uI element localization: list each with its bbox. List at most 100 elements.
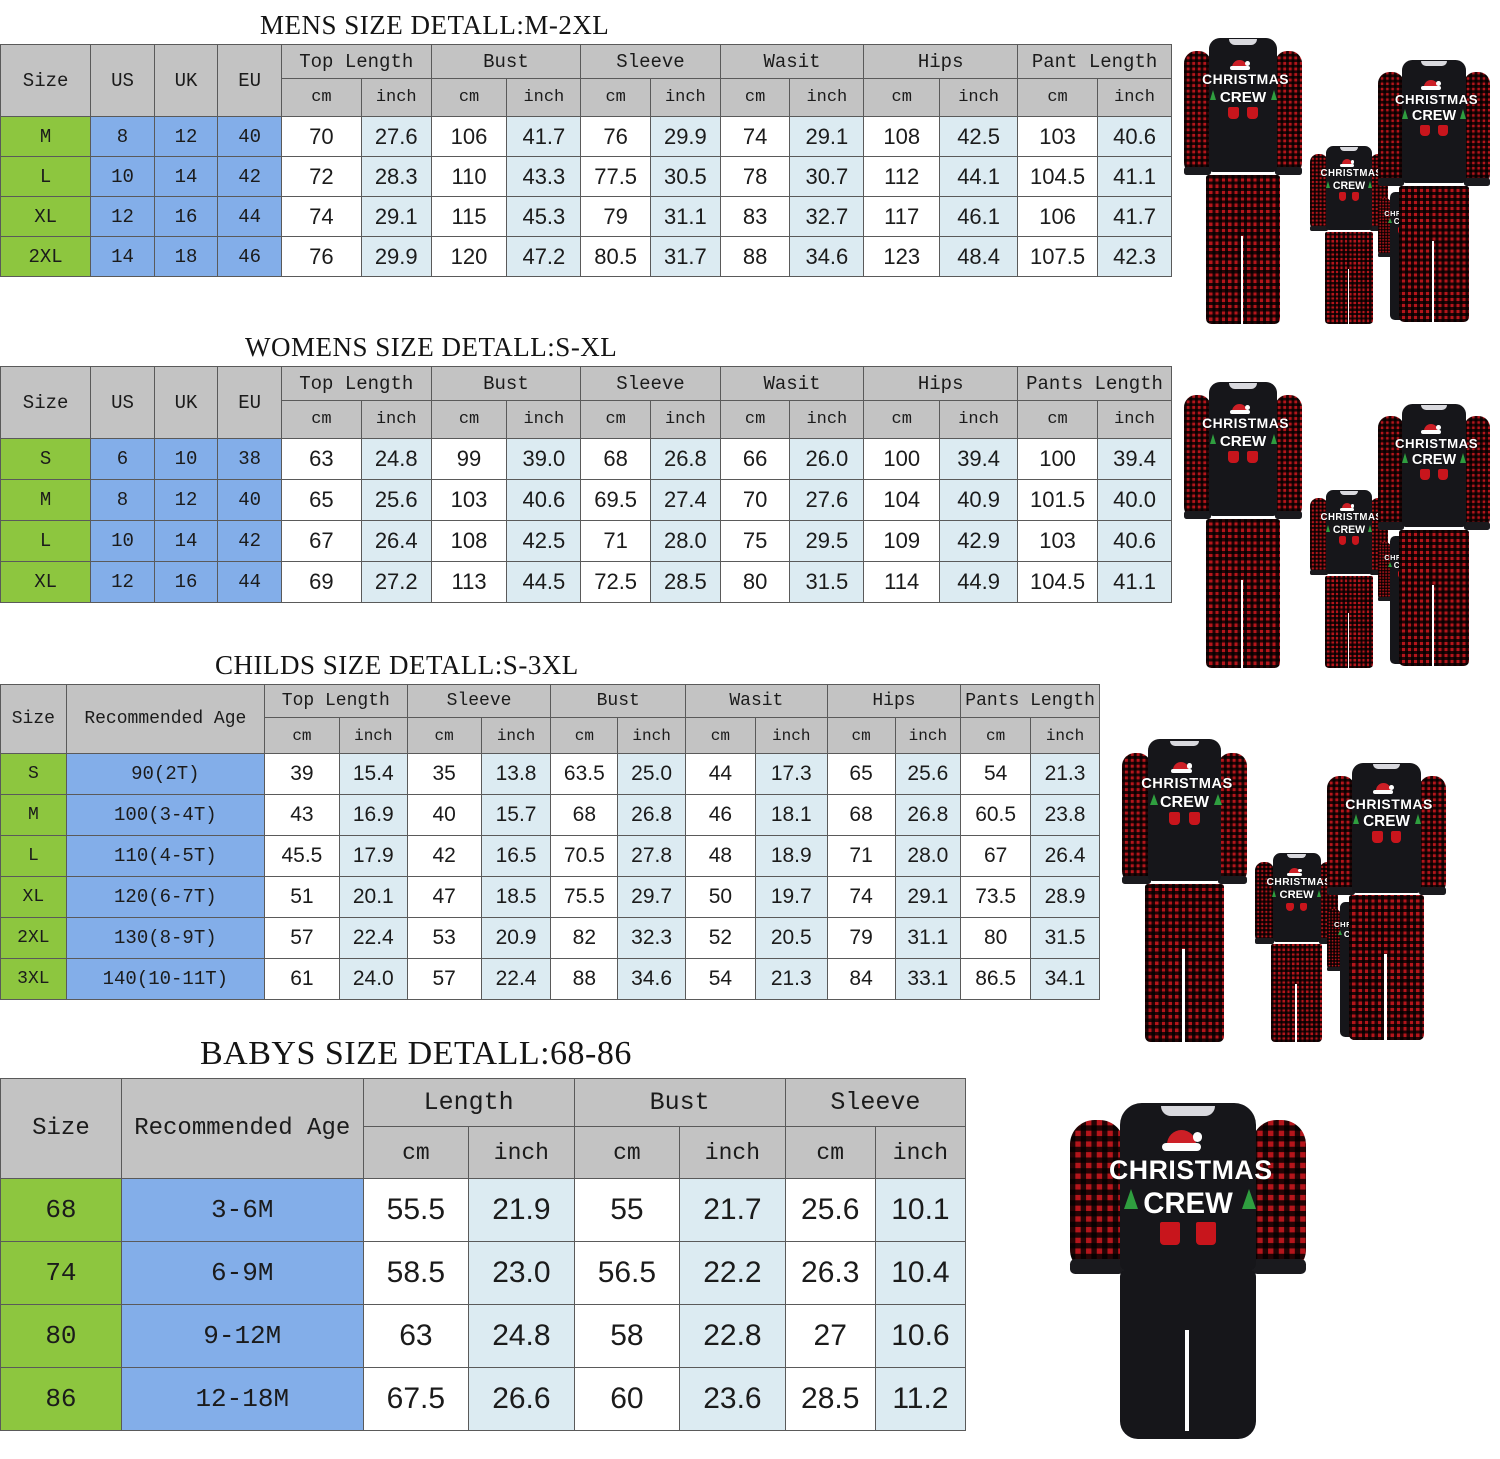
cell-measure: 41.1	[1097, 156, 1172, 197]
cell-measure: 51	[263, 876, 340, 918]
santa-hat-icon	[1339, 159, 1355, 168]
measure-group-bust: Bust	[430, 44, 582, 79]
elf-boot-icon	[1351, 192, 1360, 201]
garment-collar	[1287, 854, 1307, 859]
cell-measure: 20.1	[338, 876, 408, 918]
cell-measure: 123	[863, 236, 941, 277]
table-row: 3XL 140(10-11T) 61 24.0 57 22.4 88 34.6 54 21.3 84…	[0, 958, 1100, 1000]
elf-boot-icon	[1188, 812, 1200, 825]
table-header-row-groups: Size Recommended Age Top Length Sleeve Bust W…	[0, 684, 1100, 754]
cell-measure: 31.7	[650, 236, 721, 277]
table-row: L 110(4-5T) 45.5 17.9 42 16.5 70.5 27.8 48 18.9 71…	[0, 835, 1100, 877]
pajama-set-garment: CHRISTMAS CREW	[1310, 146, 1388, 326]
sleeve-cuff	[1251, 1259, 1306, 1275]
cell-measure: 48	[684, 835, 756, 877]
unit-header-inch: inch	[1097, 400, 1172, 439]
sleeve-cuff	[1378, 178, 1404, 186]
cell-measure: 41.7	[1097, 196, 1172, 237]
sleeve-cuff	[1070, 1259, 1125, 1275]
cell-measure: 88	[550, 958, 619, 1000]
cell-measure: 104	[863, 479, 941, 521]
cell-measure: 26.4	[360, 520, 432, 562]
christmas-tree-icon	[1338, 929, 1343, 935]
pants-inseam	[1295, 983, 1297, 1044]
garment-collar	[1372, 763, 1401, 770]
product-photo-baby-romper: CHRISTMAS CREW	[1060, 1095, 1320, 1445]
cell-measure: 32.7	[789, 196, 865, 237]
product-photo-family-group-middle: CHRISTMASCREWCHRISTMASCREWCHRISTMASCREWC…	[1182, 378, 1494, 672]
unit-header-inch: inch	[360, 400, 432, 439]
santa-hat-icon	[1421, 79, 1442, 92]
unit-header-cm: cm	[280, 400, 362, 439]
unit-header-cm: cm	[863, 78, 941, 117]
cell-measure: 68	[580, 438, 651, 480]
cell-measure: 39.0	[506, 438, 582, 480]
cell-measure: 17.3	[754, 753, 828, 795]
cell-eu: 46	[217, 236, 282, 277]
cell-measure: 18.5	[480, 876, 552, 918]
cell-measure: 72	[280, 156, 362, 197]
elf-boot-icon	[1285, 902, 1294, 912]
unit-header-inch: inch	[679, 1126, 786, 1179]
elf-boot-icon	[1159, 1221, 1181, 1245]
cell-measure: 15.7	[480, 794, 552, 836]
col-header-recommended-age: Recommended Age	[120, 1078, 364, 1179]
table-row: XL 12 16 44 69 27.2 113 44.5 72.5 28.5 80 31.5 114 44…	[0, 561, 1172, 603]
womens-size-chart: WOMENS SIZE DETALL:S-XL Size US UK EU Top Le…	[0, 330, 1172, 603]
cell-measure: 10.4	[874, 1241, 967, 1305]
cell-recommended-age: 3-6M	[120, 1178, 364, 1242]
childs-table: Size Recommended Age Top Length Sleeve Bust W…	[0, 684, 1100, 1000]
cell-measure: 71	[826, 835, 896, 877]
cell-measure: 44.5	[506, 561, 582, 603]
cell-measure: 10.1	[874, 1178, 967, 1242]
cell-measure: 44.9	[939, 561, 1019, 603]
cell-measure: 112	[863, 156, 941, 197]
mens-chart-title: MENS SIZE DETALL:M-2XL	[260, 10, 610, 40]
elf-boot-icon	[1437, 125, 1448, 137]
christmas-tree-icon	[1272, 889, 1277, 897]
col-header-size: Size	[0, 684, 67, 754]
plaid-sleeve	[1310, 154, 1328, 232]
cell-size: 74	[0, 1241, 122, 1305]
unit-header-inch: inch	[617, 717, 686, 754]
cell-measure: 23.0	[468, 1241, 575, 1305]
sleeve-cuff	[1464, 178, 1490, 186]
cell-measure: 26.4	[1030, 835, 1100, 877]
measure-group-sleeve: Sleeve	[580, 44, 721, 79]
table-row: 68 3-6M 55.5 21.9 55 21.7 25.6 10.1	[0, 1178, 967, 1242]
cell-measure: 45.3	[506, 196, 582, 237]
graphic-line-christmas: CHRISTMAS	[1108, 1154, 1273, 1185]
graphic-line-christmas: CHRISTMAS	[1320, 168, 1383, 180]
graphic-line-christmas: CHRISTMAS	[1394, 91, 1479, 107]
cell-size: M	[0, 116, 92, 157]
babys-chart-title: BABYS SIZE DETALL:68-86	[200, 1035, 632, 1072]
cell-measure: 20.5	[754, 917, 828, 959]
table-row: XL 12 16 44 74 29.1 115 45.3 79 31.1 83 32.7 117 46.1…	[0, 196, 1172, 237]
babys-table: Size Recommended Age Length Bust Sleeve cm inc…	[0, 1078, 967, 1431]
col-header-recommended-age: Recommended Age	[65, 684, 265, 754]
cell-measure: 42.3	[1097, 236, 1172, 277]
cell-recommended-age: 140(10-11T)	[65, 958, 265, 1000]
garment-collar	[1421, 405, 1447, 411]
childs-chart-title: CHILDS SIZE DETALL:S-3XL	[215, 650, 579, 680]
cell-measure: 28.5	[650, 561, 721, 603]
cell-measure: 31.5	[789, 561, 865, 603]
santa-hat-icon	[1339, 503, 1355, 512]
christmas-tree-icon	[1353, 813, 1360, 824]
sleeve-cuff	[1378, 597, 1391, 602]
cell-measure: 18.1	[754, 794, 828, 836]
cell-size: S	[0, 753, 67, 795]
cell-measure: 28.5	[784, 1367, 876, 1431]
plaid-sleeve	[1184, 51, 1212, 176]
cell-measure: 25.6	[894, 753, 962, 795]
cell-size: XL	[0, 196, 92, 237]
col-header-uk: UK	[153, 366, 219, 439]
garment-collar	[1339, 490, 1359, 495]
cell-measure: 70	[280, 116, 362, 157]
unit-header-cm: cm	[826, 717, 896, 754]
plaid-sleeve	[1218, 753, 1247, 885]
cell-measure: 30.7	[789, 156, 865, 197]
